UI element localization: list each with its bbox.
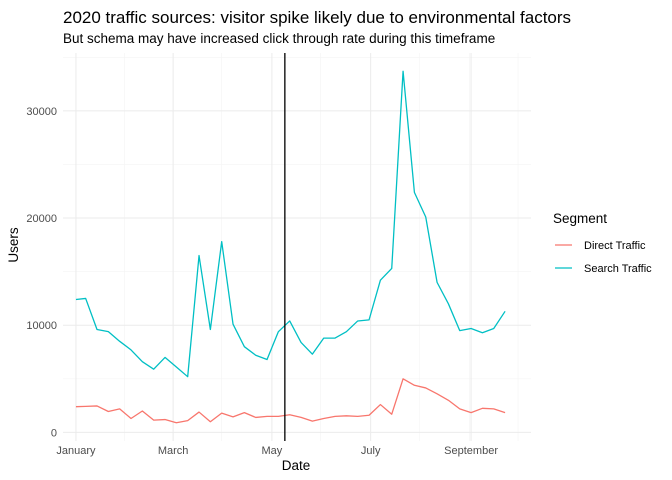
- chart-title: 2020 traffic sources: visitor spike like…: [63, 8, 571, 27]
- series-line-search-traffic: [75, 70, 506, 378]
- x-axis-title: Date: [282, 458, 311, 473]
- legend: Segment Direct Traffic Search Traffic: [553, 211, 652, 275]
- x-tick-label: September: [444, 445, 498, 457]
- grid: [63, 53, 531, 441]
- legend-label-search-traffic: Search Traffic: [584, 263, 652, 275]
- y-tick-label: 30000: [26, 106, 57, 118]
- series-line-direct-traffic: [75, 378, 506, 424]
- y-tick-label: 20000: [26, 213, 57, 225]
- y-axis-title: Users: [6, 227, 21, 263]
- x-tick-label: July: [361, 445, 381, 457]
- chart-title-group: 2020 traffic sources: visitor spike like…: [63, 8, 571, 46]
- y-tick-label: 10000: [26, 320, 57, 332]
- legend-label-direct-traffic: Direct Traffic: [584, 240, 646, 252]
- x-tick-label: May: [262, 445, 283, 457]
- x-tick-label: January: [56, 445, 96, 457]
- chart-subtitle: But schema may have increased click thro…: [63, 31, 495, 46]
- y-tick-label: 0: [51, 427, 57, 439]
- y-axis-ticks: 0 10000 20000 30000: [26, 106, 57, 440]
- legend-title: Segment: [553, 211, 607, 226]
- x-axis-ticks: January March May July September: [56, 445, 498, 457]
- series-lines: [75, 70, 506, 424]
- x-tick-label: March: [158, 445, 189, 457]
